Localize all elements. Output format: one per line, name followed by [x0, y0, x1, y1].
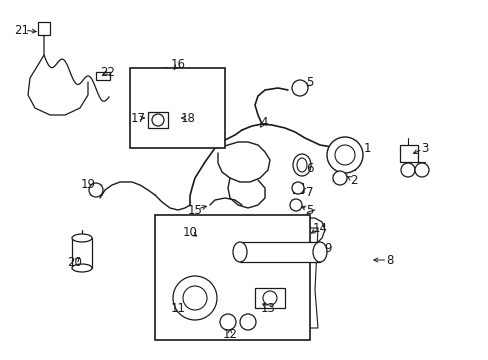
Ellipse shape — [232, 242, 246, 262]
Text: 10: 10 — [182, 225, 197, 238]
Circle shape — [152, 114, 163, 126]
Ellipse shape — [312, 242, 326, 262]
Text: 4: 4 — [260, 116, 267, 129]
Text: 19: 19 — [81, 179, 95, 192]
Bar — [148, 112, 168, 128]
Circle shape — [414, 163, 428, 177]
Text: 22: 22 — [101, 66, 115, 78]
Bar — [72, 238, 92, 268]
Text: 5: 5 — [305, 76, 313, 89]
Ellipse shape — [296, 158, 306, 172]
Ellipse shape — [72, 234, 92, 242]
Text: 12: 12 — [222, 328, 237, 342]
Circle shape — [289, 199, 302, 211]
Text: 13: 13 — [260, 302, 275, 315]
Circle shape — [291, 80, 307, 96]
Text: 11: 11 — [170, 302, 185, 315]
Circle shape — [400, 163, 414, 177]
Bar — [130, 68, 224, 148]
Ellipse shape — [72, 264, 92, 272]
Ellipse shape — [292, 154, 310, 176]
Text: 5: 5 — [305, 203, 313, 216]
Text: 18: 18 — [180, 112, 195, 125]
Bar — [292, 183, 303, 193]
Text: 6: 6 — [305, 162, 313, 175]
Bar — [38, 22, 50, 35]
Circle shape — [291, 182, 304, 194]
Bar — [155, 215, 309, 340]
Text: 21: 21 — [15, 23, 29, 36]
Circle shape — [334, 145, 354, 165]
Bar — [240, 242, 319, 262]
Circle shape — [89, 183, 103, 197]
Text: 20: 20 — [67, 256, 82, 269]
Text: 3: 3 — [421, 141, 428, 154]
Text: 2: 2 — [349, 174, 357, 186]
Text: 14: 14 — [312, 221, 327, 234]
Text: 7: 7 — [305, 185, 313, 198]
Bar — [96, 72, 110, 80]
Circle shape — [240, 314, 256, 330]
Text: 9: 9 — [324, 242, 331, 255]
Bar — [399, 145, 417, 162]
Circle shape — [326, 137, 362, 173]
Bar — [254, 288, 285, 308]
Text: 1: 1 — [363, 141, 370, 154]
Circle shape — [220, 314, 236, 330]
Circle shape — [263, 291, 276, 305]
Text: 17: 17 — [130, 112, 145, 125]
Circle shape — [173, 276, 217, 320]
Circle shape — [332, 171, 346, 185]
Text: 15: 15 — [187, 203, 202, 216]
Text: 16: 16 — [170, 58, 185, 72]
Text: 8: 8 — [386, 253, 393, 266]
Circle shape — [183, 286, 206, 310]
